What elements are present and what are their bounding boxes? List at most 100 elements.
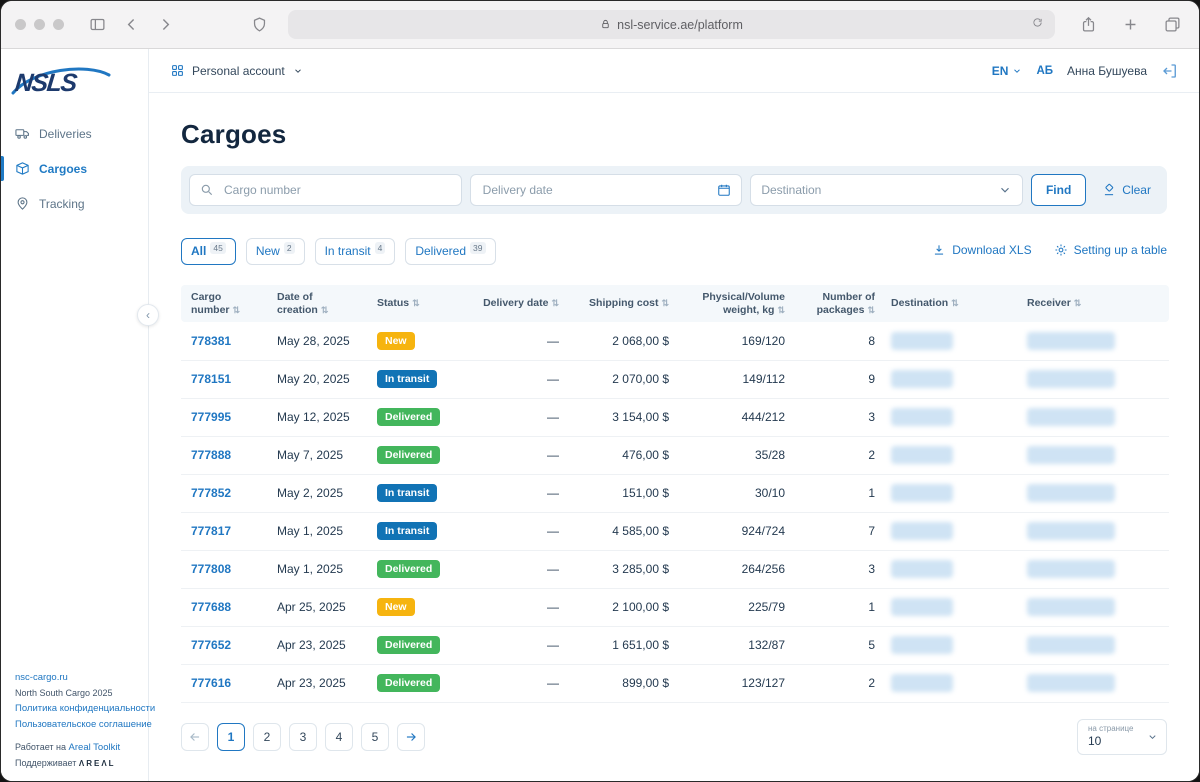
cargo-number-link[interactable]: 777852 [181,474,269,512]
sort-icon[interactable]: ⇅ [233,305,241,315]
cargo-number-link[interactable]: 777652 [181,626,269,664]
table-row: 777995May 12, 2025Delivered—3 154,00 $44… [181,398,1169,436]
column-header-physical-volume-weight-kg[interactable]: Physical/Volume weight, kg⇅ [677,285,793,322]
filter-tab-all[interactable]: All45 [181,238,236,265]
date-of-creation-cell: May 12, 2025 [269,398,369,436]
minimize-window-button[interactable] [34,19,45,30]
privacy-link[interactable]: Политика конфиденциальности [15,701,142,717]
filter-tab-new[interactable]: New2 [246,238,305,265]
destination-select[interactable]: Destination [750,174,1023,206]
clear-button[interactable]: Clear [1094,183,1159,197]
avatar[interactable]: АБ [1036,65,1053,77]
per-page-select[interactable]: на странице 10 [1077,719,1167,755]
pagination: 12345 на странице 10 [181,719,1167,755]
next-page-button[interactable] [397,723,425,751]
tab-count: 39 [470,242,485,254]
sidebar-toggle-icon[interactable] [84,12,110,38]
column-header-date-of-creation[interactable]: Date of creation⇅ [269,285,369,322]
column-label: Date of creation [277,291,318,316]
sort-icon[interactable]: ⇅ [1074,298,1082,308]
close-window-button[interactable] [15,19,26,30]
column-header-receiver[interactable]: Receiver⇅ [1019,285,1169,322]
cargo-number-link[interactable]: 777808 [181,550,269,588]
sort-icon[interactable]: ⇅ [321,305,329,315]
page-button-3[interactable]: 3 [289,723,317,751]
cargo-number-link[interactable]: 777888 [181,436,269,474]
site-link[interactable]: nsc-cargo.ru [15,670,142,686]
forward-icon[interactable] [152,12,178,38]
table-settings-button[interactable]: Setting up a table [1054,243,1167,257]
destination-redacted [891,484,953,502]
column-header-shipping-cost[interactable]: Shipping cost⇅ [567,285,677,322]
filter-tab-delivered[interactable]: Delivered39 [405,238,495,265]
sidebar-item-tracking[interactable]: Tracking [1,186,148,221]
areal-logo: ΛREΛL [79,759,116,768]
account-menu[interactable]: Personal account [171,64,303,78]
share-icon[interactable] [1075,12,1101,38]
chevron-down-icon [1012,66,1022,76]
tabs-row: All45 New2 In transit4 Delivered39 Download… [181,238,1167,265]
sort-icon[interactable]: ⇅ [661,298,669,308]
delivery-date-cell: — [467,512,567,550]
cargo-number-input[interactable] [222,182,451,198]
page-button-5[interactable]: 5 [361,723,389,751]
column-header-status[interactable]: Status⇅ [369,285,467,322]
column-header-number-of-packages[interactable]: Number of packages⇅ [793,285,883,322]
sidebar-item-deliveries[interactable]: Deliveries [1,116,148,151]
sort-icon[interactable]: ⇅ [867,305,875,315]
nsls-logo[interactable]: NSLS [1,49,148,116]
app-topbar: Personal account EN АБ Анна Бушуева [149,49,1199,93]
language-selector[interactable]: EN [992,64,1023,78]
tabs-overview-icon[interactable] [1159,12,1185,38]
page-button-4[interactable]: 4 [325,723,353,751]
column-header-destination[interactable]: Destination⇅ [883,285,1019,322]
chevron-down-icon [1147,731,1158,742]
cargo-number-link[interactable]: 778381 [181,322,269,360]
cargo-number-link[interactable]: 778151 [181,360,269,398]
page-button-2[interactable]: 2 [253,723,281,751]
weight-cell: 225/79 [677,588,793,626]
sort-icon[interactable]: ⇅ [412,298,420,308]
column-header-delivery-date[interactable]: Delivery date⇅ [467,285,567,322]
logout-icon[interactable] [1161,62,1179,80]
column-label: Status [377,297,409,309]
reload-icon[interactable] [1032,17,1048,33]
window-controls[interactable] [15,19,64,30]
download-xls-button[interactable]: Download XLS [932,243,1031,257]
table-body: 778381May 28, 2025New—2 068,00 $169/1208… [181,322,1169,702]
cargo-number-link[interactable]: 777616 [181,664,269,702]
delivery-date-field[interactable] [470,174,743,206]
shipping-cost-cell: 1 651,00 $ [567,626,677,664]
back-icon[interactable] [118,12,144,38]
new-tab-icon[interactable] [1117,12,1143,38]
calendar-icon[interactable] [717,183,731,197]
address-bar[interactable]: nsl-service.ae/platform [288,10,1055,39]
delivery-date-cell: — [467,436,567,474]
find-button[interactable]: Find [1031,174,1086,206]
status-badge: Delivered [377,446,440,464]
chevron-down-icon [293,66,303,76]
weight-cell: 149/112 [677,360,793,398]
sidebar-collapse-button[interactable]: ‹ [137,304,159,326]
page-button-1[interactable]: 1 [217,723,245,751]
sort-icon[interactable]: ⇅ [551,298,559,308]
sidebar-item-cargoes[interactable]: Cargoes [1,151,148,186]
settings-label: Setting up a table [1074,243,1167,257]
sort-icon[interactable]: ⇅ [951,298,959,308]
delivery-date-input[interactable] [481,182,710,198]
delivery-date-cell: — [467,626,567,664]
areal-toolkit-link[interactable]: Areal Toolkit [69,742,121,753]
sort-icon[interactable]: ⇅ [777,305,785,315]
cargo-number-link[interactable]: 777995 [181,398,269,436]
previous-page-button[interactable] [181,723,209,751]
maximize-window-button[interactable] [53,19,64,30]
terms-link[interactable]: Пользовательское соглашение [15,717,142,733]
cargo-number-link[interactable]: 777688 [181,588,269,626]
receiver-redacted [1027,446,1115,464]
cargo-number-field[interactable] [189,174,462,206]
sidebar: NSLS DeliveriesCargoesTracking ‹ nsc-car… [1,49,149,782]
filter-tab-in-transit[interactable]: In transit4 [315,238,396,265]
shield-icon[interactable] [246,12,272,38]
column-header-cargo-number[interactable]: Cargo number⇅ [181,285,269,322]
cargo-number-link[interactable]: 777817 [181,512,269,550]
